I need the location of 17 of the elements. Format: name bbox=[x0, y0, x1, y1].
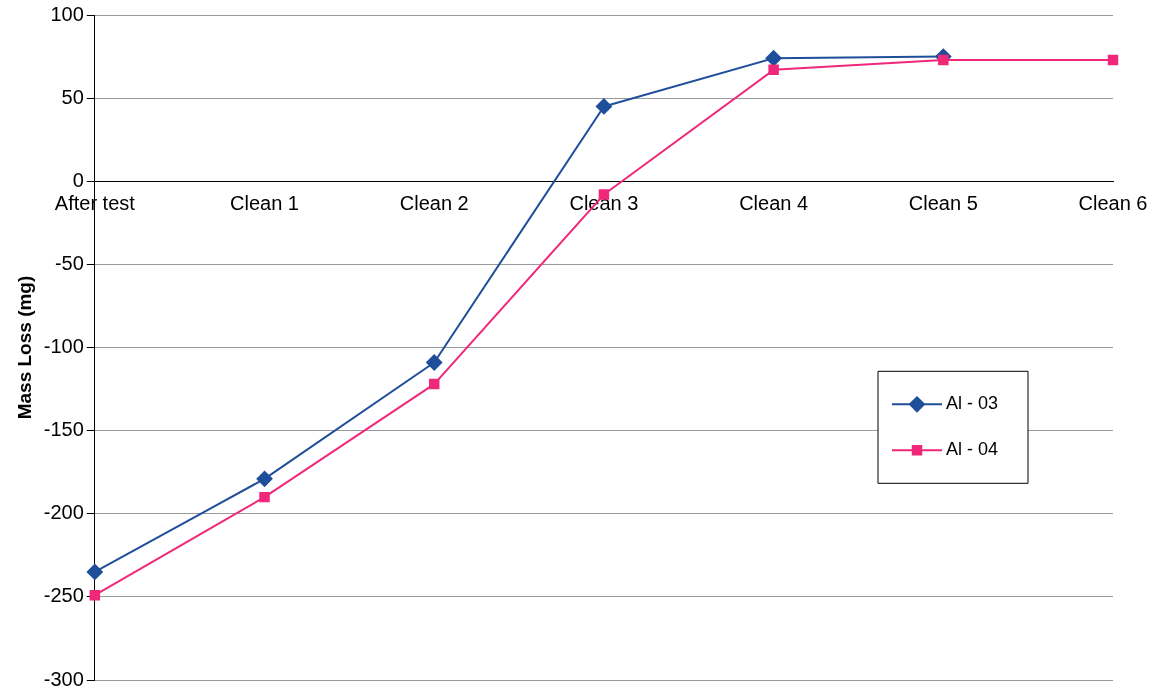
x-tick-label: Clean 5 bbox=[908, 191, 978, 214]
y-tick-label: 0 bbox=[72, 168, 84, 191]
y-axis-title: Mass Loss (mg) bbox=[13, 275, 35, 420]
y-tick-label: -250 bbox=[43, 584, 84, 607]
y-tick-label: 50 bbox=[61, 85, 84, 108]
x-tick-label: Clean 6 bbox=[1078, 191, 1148, 214]
y-tick-label: -100 bbox=[43, 335, 84, 358]
y-tick-label: -300 bbox=[43, 667, 84, 690]
legend-label: Al - 03 bbox=[946, 393, 999, 414]
x-tick-label: Clean 4 bbox=[739, 191, 809, 214]
legend-label: Al - 04 bbox=[946, 439, 999, 460]
y-tick-label: 100 bbox=[50, 2, 84, 25]
x-tick-label: Clean 2 bbox=[399, 191, 469, 214]
y-tick-label: -50 bbox=[54, 251, 84, 274]
y-tick-label: -200 bbox=[43, 501, 84, 524]
y-tick-label: -150 bbox=[43, 418, 84, 441]
x-tick-label: Clean 1 bbox=[230, 191, 299, 214]
